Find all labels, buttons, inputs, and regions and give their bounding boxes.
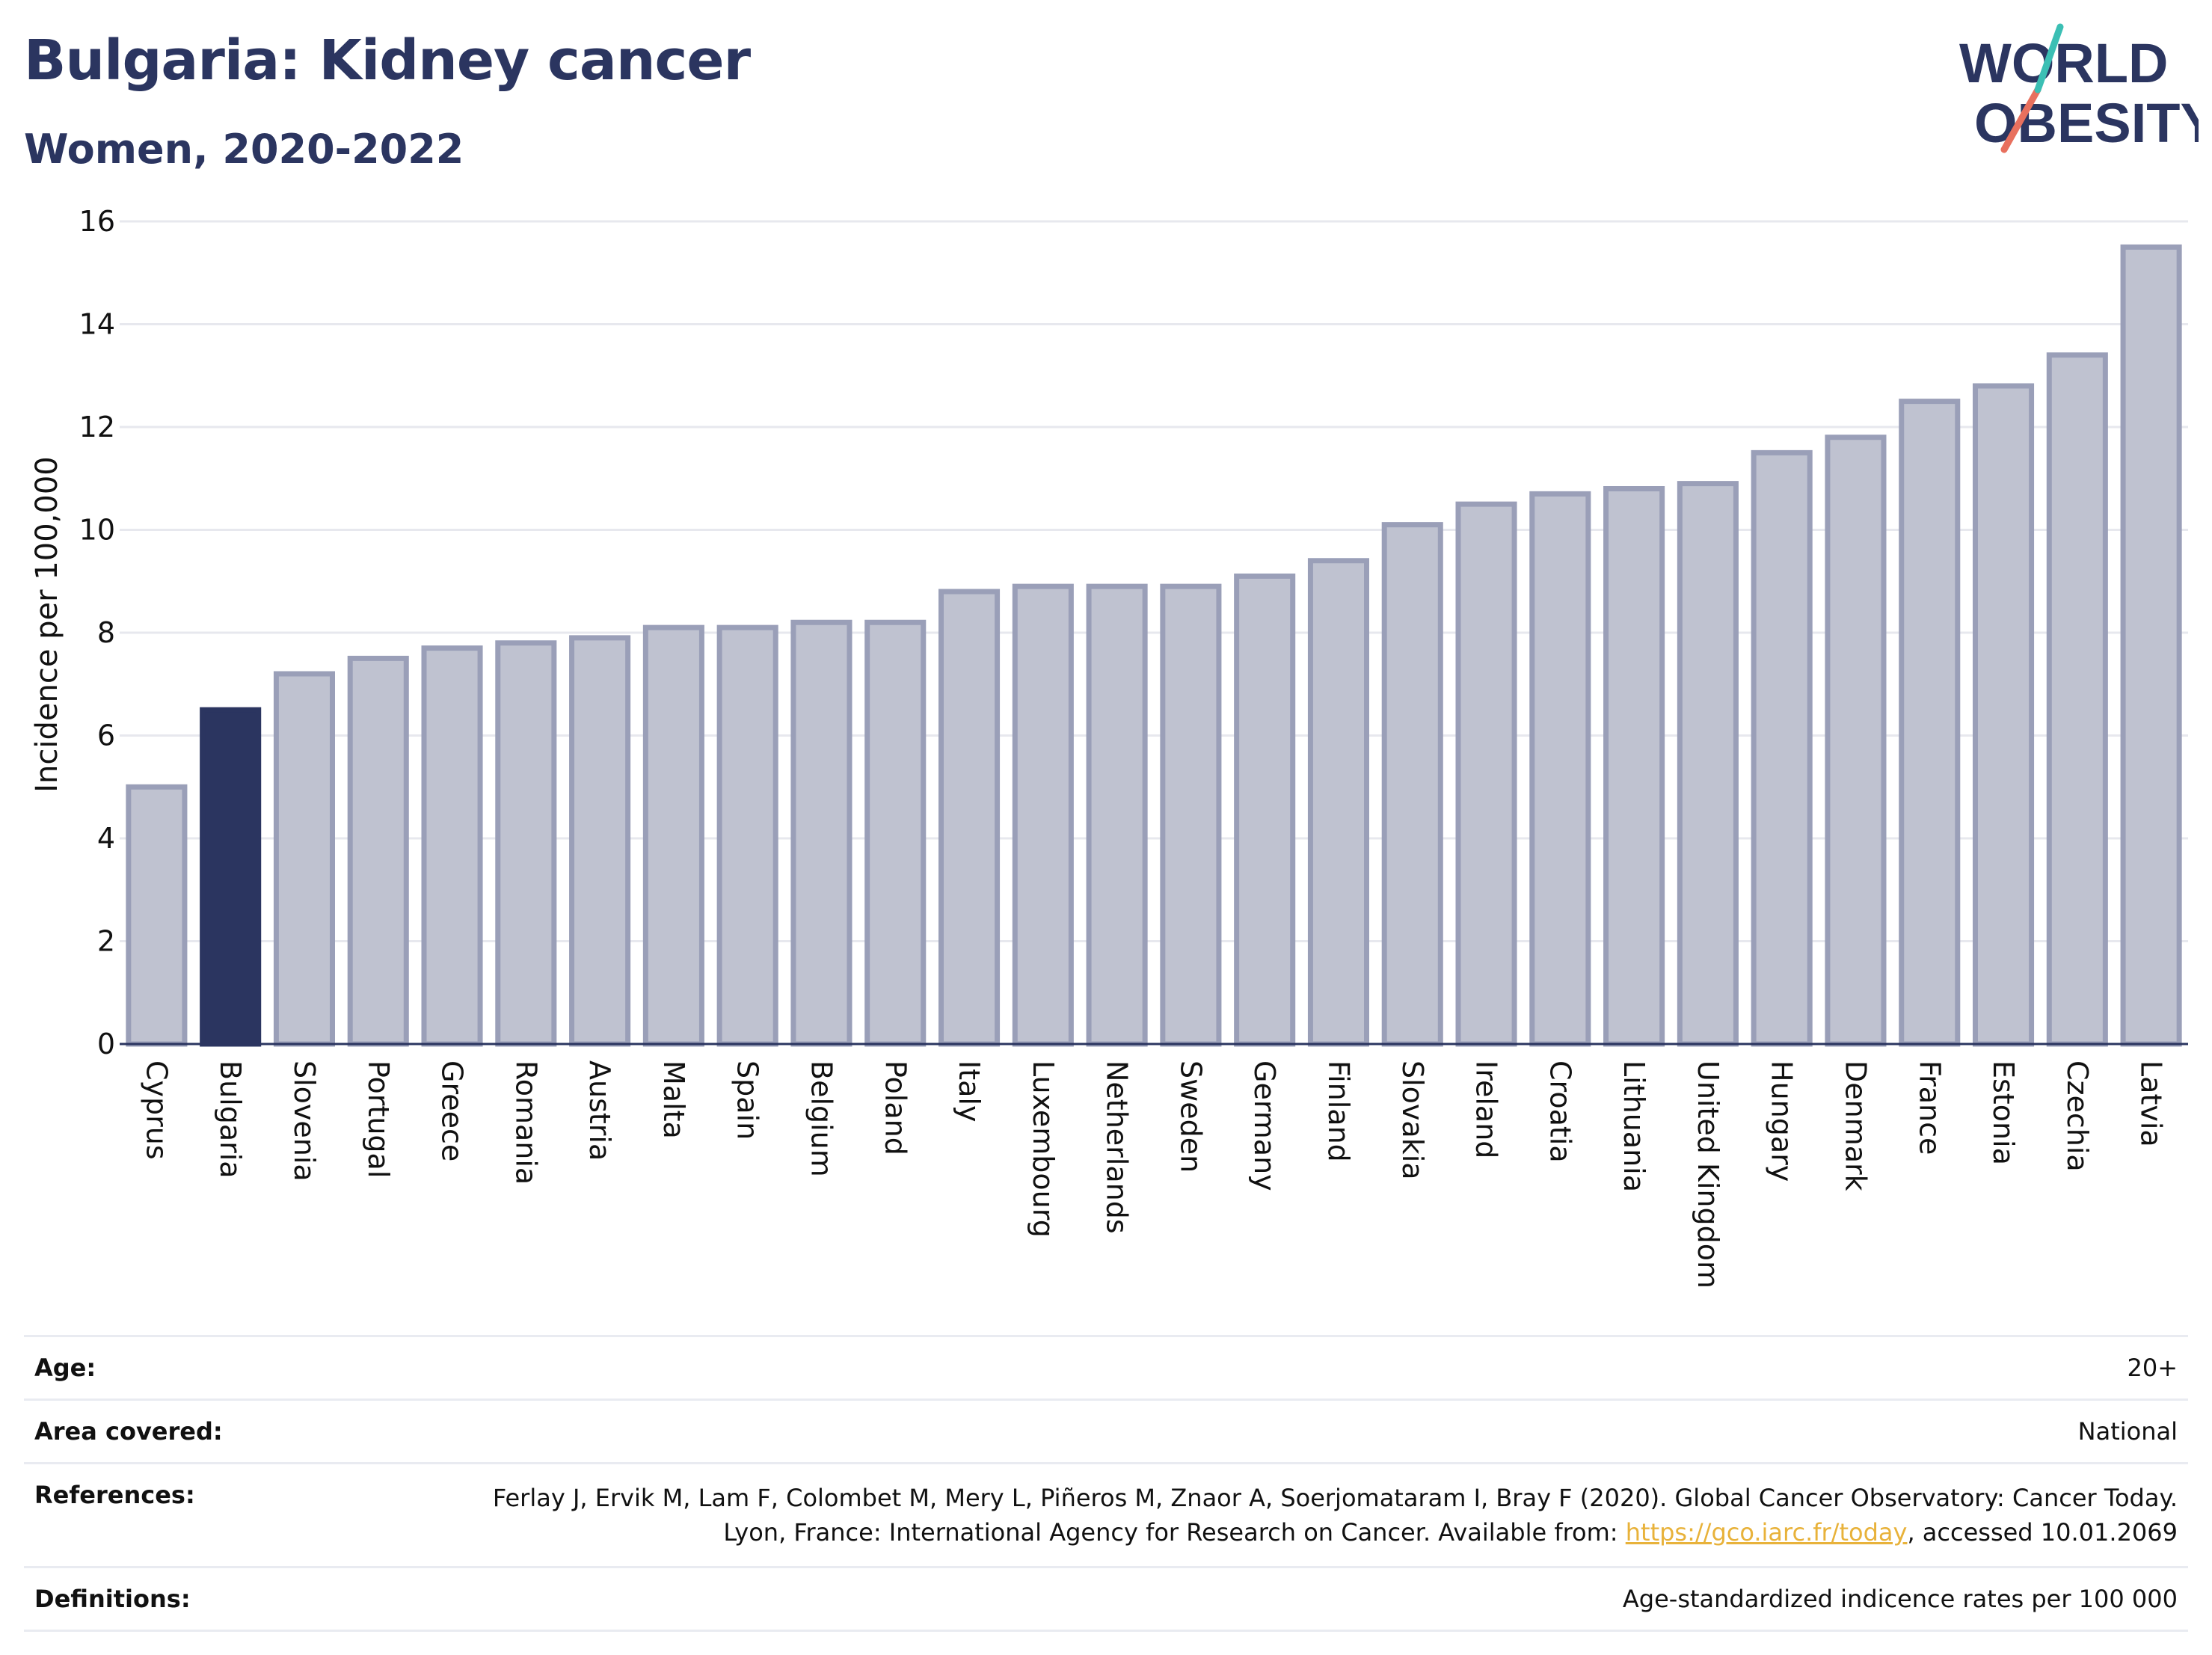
bar-slovenia (273, 671, 336, 1047)
x-tick-label: Slovakia (1396, 1060, 1429, 1180)
x-tick-label: Greece (436, 1060, 469, 1161)
bar-italy (938, 589, 1001, 1047)
x-tick-label: Ireland (1470, 1060, 1503, 1158)
bar-czechia (2046, 352, 2108, 1047)
bar-spain (716, 624, 778, 1047)
x-tick-label: Finland (1322, 1060, 1355, 1162)
y-tick-label: 14 (79, 308, 115, 341)
bar-belgium (790, 619, 852, 1047)
references-value: Ferlay J, Ervik M, Lam F, Colombet M, Me… (458, 1481, 2178, 1550)
bar-malta (642, 624, 704, 1047)
bar-france (1899, 399, 1961, 1047)
x-tick-label: Romania (509, 1060, 542, 1185)
x-tick-label: Austria (583, 1060, 616, 1161)
y-tick-label: 12 (79, 411, 115, 443)
bar-greece (421, 645, 483, 1047)
bar-hungary (1751, 449, 1813, 1047)
bar-finland (1307, 558, 1370, 1047)
definitions-value: Age-standardized indicence rates per 100… (1622, 1585, 2178, 1613)
bar-cyprus (126, 784, 188, 1047)
x-tick-label: Estonia (1987, 1060, 2020, 1165)
bar-united-kingdom (1677, 481, 1739, 1047)
bar-netherlands (1086, 583, 1148, 1047)
footer-row-area: Area covered: National (24, 1398, 2188, 1462)
age-label: Age: (34, 1354, 96, 1382)
logo-line-2: OBESITY (1974, 92, 2199, 154)
x-tick-label: Poland (879, 1060, 912, 1155)
x-tick-label: Luxembourg (1027, 1060, 1060, 1238)
x-tick-labels: Cyprus Bulgaria Slovenia Portugal Greece Roma… (140, 1060, 2167, 1289)
y-tick-label: 10 (79, 514, 115, 547)
x-tick-label: Malta (657, 1060, 690, 1139)
logo-slash-red (2000, 86, 2042, 153)
x-tick-label: Slovenia (288, 1060, 321, 1182)
footer-row-references: References: Ferlay J, Ervik M, Lam F, Co… (24, 1462, 2188, 1566)
footer-row-definitions: Definitions: Age-standardized indicence … (24, 1566, 2188, 1632)
bar-latvia (2120, 244, 2182, 1047)
y-tick-label: 16 (79, 205, 115, 238)
page-subtitle: Women, 2020-2022 (24, 126, 464, 173)
x-tick-label: Italy (953, 1060, 986, 1122)
x-tick-label: Denmark (1839, 1060, 1872, 1191)
references-suffix: , accessed 10.01.2069 (1907, 1518, 2178, 1547)
x-tick-label: Germany (1248, 1060, 1281, 1191)
x-tick-label: Bulgaria (214, 1060, 247, 1179)
x-tick-label: Sweden (1174, 1060, 1207, 1173)
bar-romania (495, 640, 557, 1047)
bar-luxembourg (1012, 583, 1074, 1047)
bar-poland (864, 619, 927, 1047)
x-tick-label: France (1913, 1060, 1946, 1155)
page-title: Bulgaria: Kidney cancer (24, 28, 751, 93)
bar-denmark (1825, 435, 1887, 1047)
bar-germany (1234, 573, 1296, 1047)
references-link[interactable]: https://gco.iarc.fr/today (1625, 1518, 1908, 1547)
x-tick-label: Czechia (2061, 1060, 2094, 1172)
x-tick-label: Lithuania (1617, 1060, 1650, 1192)
logo-line-1: WORLD (1959, 32, 2169, 94)
x-tick-label: Belgium (805, 1060, 838, 1177)
bar-portugal (347, 655, 409, 1047)
bar-sweden (1160, 583, 1222, 1047)
x-tick-label: Spain (731, 1060, 764, 1140)
bar-lithuania (1603, 486, 1665, 1047)
chart-footer: Age: 20+ Area covered: National Referenc… (24, 1335, 2188, 1632)
area-label: Area covered: (34, 1417, 223, 1446)
y-tick-label: 4 (97, 822, 115, 855)
logo-slash-teal (2034, 23, 2064, 93)
bar-slovakia (1381, 522, 1443, 1047)
references-text: Ferlay J, Ervik M, Lam F, Colombet M, Me… (492, 1484, 2178, 1547)
bar-ireland (1455, 501, 1517, 1047)
y-tick-label: 2 (97, 925, 115, 958)
x-tick-label: Latvia (2135, 1060, 2168, 1147)
bar-bulgaria (200, 707, 262, 1047)
bar-estonia (1972, 383, 2035, 1047)
bars (126, 244, 2182, 1047)
area-value: National (2077, 1417, 2178, 1446)
world-obesity-logo: WORLD OBESITY (1959, 23, 2199, 154)
bar-croatia (1529, 491, 1591, 1047)
x-tick-label: Hungary (1766, 1060, 1798, 1182)
x-tick-label: Netherlands (1101, 1060, 1134, 1234)
x-tick-label: Cyprus (140, 1060, 173, 1160)
y-tick-label: 6 (97, 719, 115, 752)
y-tick-label: 8 (97, 616, 115, 649)
x-tick-label: United Kingdom (1692, 1060, 1724, 1289)
x-tick-label: Portugal (362, 1060, 395, 1178)
bar-chart: 0 2 4 6 8 10 12 14 16 Cyprus Bulgaria Slovenia Port… (30, 205, 2188, 1289)
footer-row-age: Age: 20+ (24, 1335, 2188, 1398)
x-tick-label: Croatia (1543, 1060, 1576, 1163)
y-tick-label: 0 (97, 1028, 115, 1060)
bar-austria (569, 635, 631, 1047)
definitions-label: Definitions: (34, 1585, 191, 1613)
age-value: 20+ (2127, 1354, 2178, 1382)
y-axis-label: Incidence per 100,000 (30, 456, 64, 793)
references-label: References: (34, 1481, 195, 1509)
y-tick-labels: 0 2 4 6 8 10 12 14 16 (79, 205, 115, 1060)
